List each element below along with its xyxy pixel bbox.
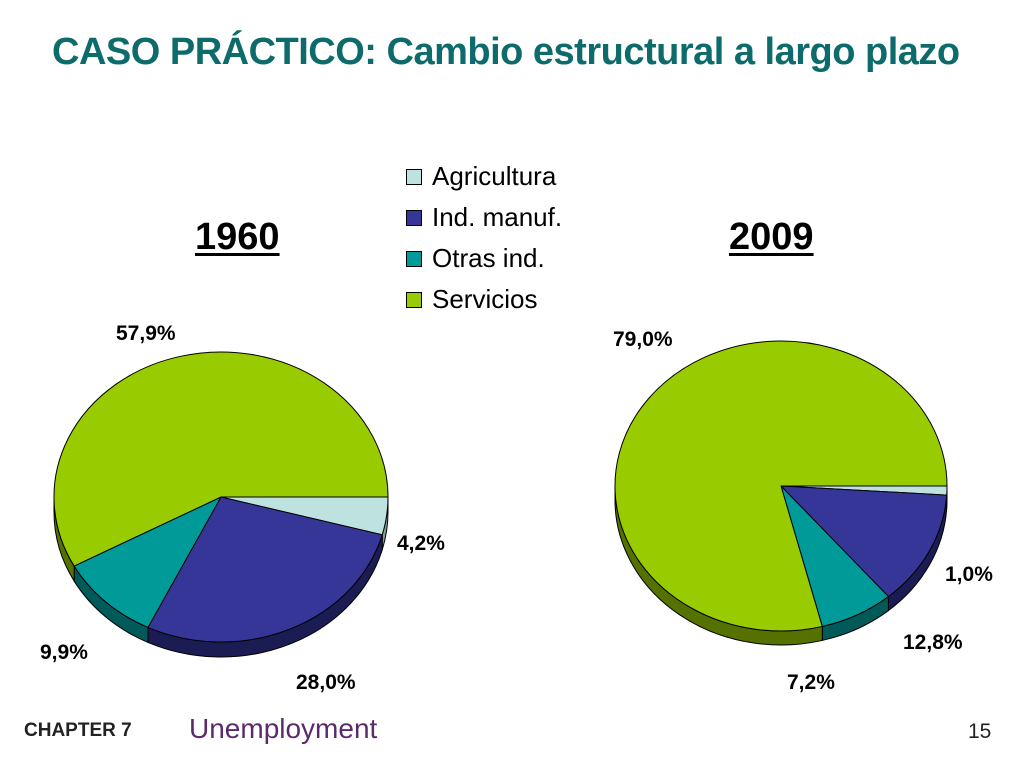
legend: Agricultura Ind. manuf. Otras ind. Servi… bbox=[406, 156, 562, 320]
slide-title: CASO PRÁCTICO: Cambio estructural a larg… bbox=[52, 31, 960, 73]
footer-topic: Unemployment bbox=[189, 713, 378, 744]
label-2009-agricultura: 1,0% bbox=[945, 563, 993, 586]
legend-item-otras-ind: Otras ind. bbox=[406, 238, 562, 279]
legend-label-servicios: Servicios bbox=[432, 284, 538, 314]
chart-title-1960: 1960 bbox=[195, 216, 280, 258]
legend-item-ind-manuf: Ind. manuf. bbox=[406, 197, 562, 238]
slice-2009-servicios bbox=[614, 340, 948, 632]
legend-label-agricultura: Agricultura bbox=[432, 161, 557, 191]
legend-label-otras-ind: Otras ind. bbox=[432, 243, 545, 273]
label-2009-otras-ind: 7,2% bbox=[787, 671, 835, 694]
slice-1960-ind-manuf bbox=[147, 496, 383, 643]
label-2009-ind-manuf: 12,8% bbox=[903, 631, 963, 654]
legend-swatch-ind-manuf bbox=[406, 209, 422, 226]
legend-label-ind-manuf: Ind. manuf. bbox=[432, 202, 563, 232]
slice-1960-otras-ind bbox=[73, 496, 222, 628]
label-1960-ind-manuf: 28,0% bbox=[296, 671, 356, 694]
legend-item-servicios: Servicios bbox=[406, 279, 562, 320]
legend-swatch-servicios bbox=[406, 291, 422, 308]
label-1960-servicios: 57,9% bbox=[116, 322, 176, 345]
label-1960-agricultura: 4,2% bbox=[397, 532, 445, 555]
label-2009-servicios: 79,0% bbox=[613, 328, 673, 351]
legend-item-agricultura: Agricultura bbox=[406, 156, 562, 197]
page-number: 15 bbox=[968, 720, 992, 743]
legend-swatch-agricultura bbox=[406, 168, 422, 185]
pie-2009 bbox=[614, 340, 948, 646]
pie-1960 bbox=[53, 351, 389, 658]
chart-title-2009: 2009 bbox=[729, 216, 814, 258]
slice-1960-servicios bbox=[53, 351, 389, 567]
legend-swatch-otras-ind bbox=[406, 250, 422, 267]
footer-chapter: CHAPTER 7 bbox=[24, 720, 132, 741]
label-1960-otras-ind: 9,9% bbox=[40, 641, 88, 664]
slice-2009-ind-manuf bbox=[780, 485, 948, 598]
